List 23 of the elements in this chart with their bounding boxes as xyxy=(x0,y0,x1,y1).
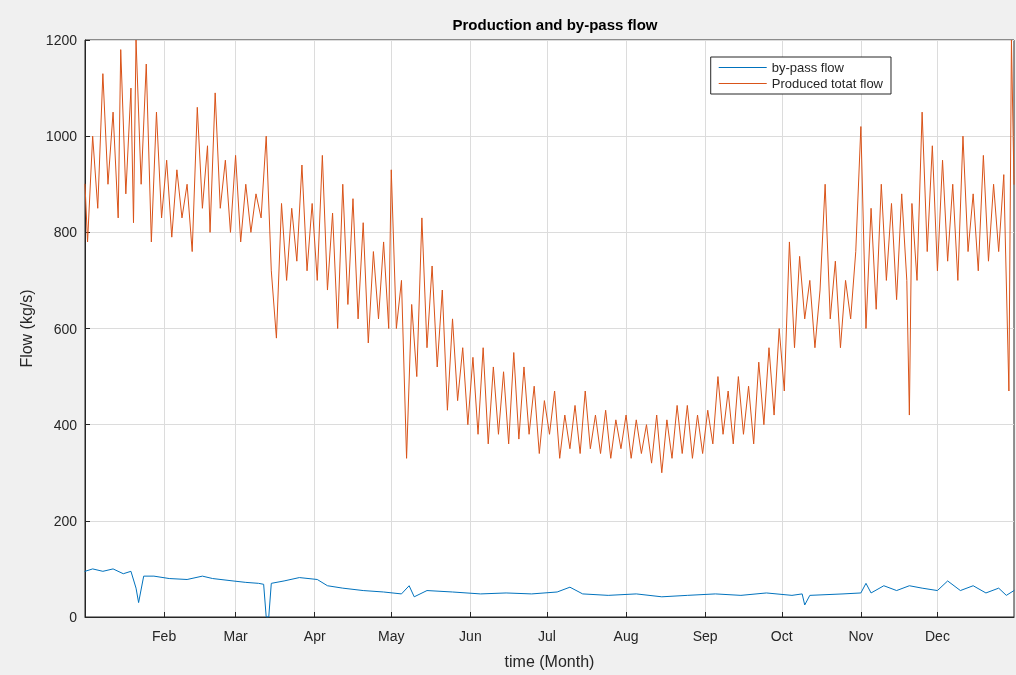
x-tick-label: Apr xyxy=(303,628,326,644)
y-tick-label: 600 xyxy=(53,320,78,337)
y-tick-label: 800 xyxy=(53,224,78,241)
x-tick-label: Dec xyxy=(924,628,950,644)
chart-title: Production and by-pass flow xyxy=(452,16,658,33)
x-tick-label: Jun xyxy=(459,628,482,644)
y-tick-label: 1000 xyxy=(45,128,78,145)
y-axis-title: Flow (kg/s) xyxy=(18,289,36,368)
y-tick-label: 1200 xyxy=(45,32,78,48)
x-tick-label: May xyxy=(378,628,405,644)
legend-label: by-pass flow xyxy=(771,60,845,75)
x-tick-label: Aug xyxy=(613,628,639,644)
x-tick-label: Oct xyxy=(770,628,793,644)
y-tick-label: 200 xyxy=(53,512,78,529)
y-tick-label: 400 xyxy=(53,416,78,433)
x-tick-label: Mar xyxy=(223,628,248,644)
x-axis-title: time (Month) xyxy=(504,652,595,670)
x-tick-label: Sep xyxy=(692,628,718,644)
x-tick-label: Nov xyxy=(848,628,874,644)
x-tick-label: Jul xyxy=(537,628,556,644)
legend-label: Produced totat flow xyxy=(771,76,884,91)
y-tick-label: 0 xyxy=(69,609,78,625)
x-tick-label: Feb xyxy=(152,628,177,644)
